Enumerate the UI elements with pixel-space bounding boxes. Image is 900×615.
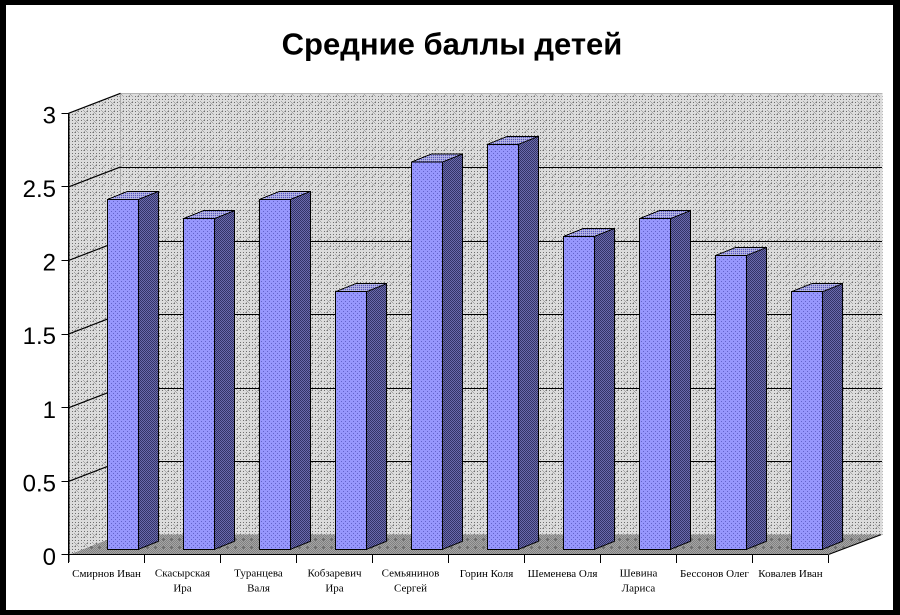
svg-text:Скасырская: Скасырская	[155, 568, 210, 580]
svg-text:Ковалев Иван: Ковалев Иван	[758, 568, 823, 580]
svg-text:Горин Коля: Горин Коля	[460, 568, 514, 580]
svg-text:Шевина: Шевина	[620, 568, 658, 580]
svg-text:Бессонов Олег: Бессонов Олег	[680, 568, 749, 580]
svg-text:Ира: Ира	[325, 583, 343, 595]
svg-text:Валя: Валя	[247, 583, 270, 595]
svg-text:Кобзаревич: Кобзаревич	[307, 568, 362, 580]
svg-text:Туранцева: Туранцева	[234, 568, 283, 580]
svg-text:0: 0	[43, 544, 56, 571]
svg-text:Семьянинов: Семьянинов	[382, 568, 440, 580]
svg-text:3: 3	[43, 102, 56, 129]
svg-text:Сергей: Сергей	[394, 583, 427, 595]
svg-text:1: 1	[43, 397, 56, 424]
svg-text:2.5: 2.5	[23, 176, 56, 203]
svg-text:2: 2	[43, 250, 56, 277]
svg-text:Шеменева Оля: Шеменева Оля	[528, 568, 598, 580]
svg-text:1.5: 1.5	[23, 323, 56, 350]
svg-text:Средние баллы детей: Средние баллы детей	[282, 27, 623, 62]
svg-text:Лариса: Лариса	[622, 583, 656, 595]
svg-text:Смирнов Иван: Смирнов Иван	[72, 568, 141, 580]
svg-text:0.5: 0.5	[23, 470, 56, 497]
svg-text:Ира: Ира	[173, 583, 191, 595]
